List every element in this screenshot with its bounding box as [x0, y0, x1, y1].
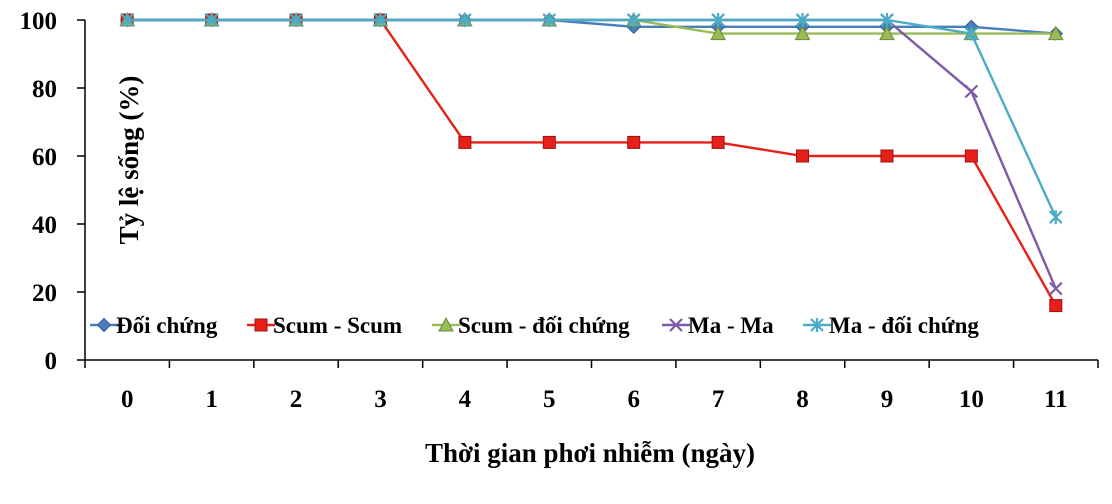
- x-tick-label: 4: [459, 386, 472, 413]
- legend-label: Ma - đối chứng: [829, 313, 979, 338]
- series-3: [120, 13, 1063, 296]
- legend-label: Scum - đối chứng: [458, 313, 630, 338]
- data-point: [626, 13, 641, 27]
- data-point: [542, 13, 557, 27]
- x-tick-label: 10: [959, 386, 984, 413]
- series-4: [120, 13, 1063, 225]
- data-point: [796, 149, 810, 163]
- legend-marker: [810, 318, 824, 332]
- series-line: [127, 18, 1057, 290]
- legend-marker: [254, 318, 268, 332]
- y-tick-label: 80: [32, 76, 57, 103]
- series-line: [127, 18, 1057, 307]
- data-point: [627, 135, 641, 149]
- series-1: [120, 13, 1063, 313]
- legend-item: Scum - đối chứng: [432, 313, 630, 338]
- data-point: [289, 13, 303, 27]
- x-axis-title: Thời gian phơi nhiễm (ngày): [425, 438, 755, 468]
- data-point: [964, 26, 979, 41]
- y-tick-label: 60: [32, 144, 57, 171]
- x-tick-label: 6: [627, 386, 640, 413]
- legend-label: Đối chứng: [116, 313, 218, 338]
- x-tick-label: 2: [290, 386, 303, 413]
- x-tick-label: 11: [1044, 386, 1068, 413]
- data-point: [964, 149, 978, 163]
- series-0: [120, 12, 1063, 41]
- y-axis-title: Tỷ lệ sống (%): [114, 76, 144, 245]
- legend-item: Scum - Scum: [247, 313, 402, 338]
- y-tick-label: 0: [45, 348, 58, 375]
- data-point: [120, 13, 134, 27]
- y-axis: 0 20 40 60 80 100: [20, 8, 86, 375]
- y-tick-label: 100: [20, 8, 58, 35]
- legend-label: Ma - Ma: [688, 313, 774, 338]
- data-point: [795, 13, 810, 27]
- y-tick-label: 20: [32, 280, 57, 307]
- legend-marker: [96, 317, 112, 333]
- legend: Đối chứng Scum - Scum Scum - đối chứng Ma -…: [90, 313, 979, 338]
- x-tick-label: 8: [796, 386, 809, 413]
- x-tick-label: 1: [205, 386, 218, 413]
- x-axis: 0 1 2 3 4 5 6 7 8 9 10 11: [84, 359, 1099, 413]
- legend-item: Đối chứng: [90, 313, 218, 338]
- legend-label: Scum - Scum: [273, 313, 402, 338]
- data-point: [879, 25, 895, 41]
- data-point: [1047, 25, 1064, 41]
- series-layer: [119, 11, 1064, 313]
- y-tick-label: 40: [32, 212, 57, 239]
- series-line: [127, 18, 1056, 35]
- data-point: [880, 13, 894, 27]
- data-point: [1049, 281, 1063, 296]
- x-tick-label: 0: [121, 386, 134, 413]
- data-point: [794, 25, 811, 41]
- legend-marker: [669, 318, 683, 332]
- data-point: [458, 13, 472, 27]
- data-point: [964, 84, 979, 99]
- data-point: [1049, 299, 1063, 313]
- data-point: [204, 13, 219, 27]
- data-point: [542, 135, 556, 149]
- data-point: [710, 25, 726, 41]
- x-tick-label: 9: [881, 386, 894, 413]
- legend-item: Ma - Ma: [662, 313, 774, 338]
- data-point: [458, 135, 472, 149]
- legend-item: Ma - đối chứng: [803, 313, 979, 338]
- x-tick-label: 7: [712, 386, 725, 413]
- data-point: [880, 149, 894, 163]
- legend-marker: [438, 316, 454, 332]
- data-point: [1049, 210, 1063, 225]
- x-tick-label: 3: [374, 386, 387, 413]
- series-line: [127, 18, 1057, 218]
- data-point: [711, 13, 725, 27]
- data-point: [373, 13, 388, 27]
- x-tick-label: 5: [543, 386, 556, 413]
- data-point: [711, 135, 725, 149]
